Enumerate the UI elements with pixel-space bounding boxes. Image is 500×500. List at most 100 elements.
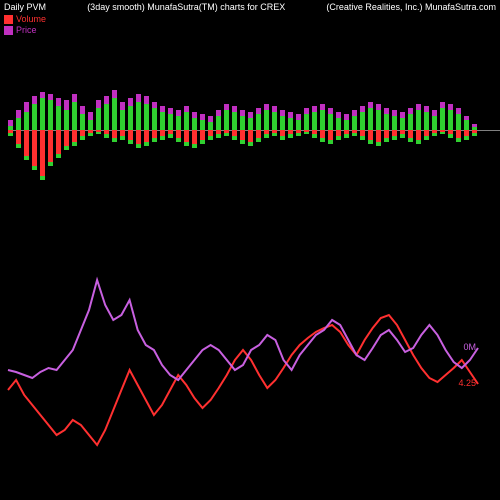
bar-down-front xyxy=(464,130,469,136)
bar-chart xyxy=(8,70,492,190)
bar-up-front xyxy=(320,110,325,130)
bar-up-front xyxy=(64,110,69,130)
bar-down-front xyxy=(192,130,197,144)
bar-down-front xyxy=(408,130,413,138)
bar-down-front xyxy=(152,130,157,138)
bar-down-front xyxy=(32,130,37,166)
bar-down-front xyxy=(168,130,173,134)
legend: Volume Price xyxy=(4,14,46,36)
bar-up-front xyxy=(416,110,421,130)
bar-down-front xyxy=(128,130,133,140)
bar-down-front xyxy=(112,130,117,138)
bar-down-front xyxy=(120,130,125,136)
bar-up-front xyxy=(376,110,381,130)
bar-up-front xyxy=(112,98,117,130)
bar-down-front xyxy=(384,130,389,138)
bar-down-front xyxy=(344,130,349,134)
bar-down-front xyxy=(440,130,445,132)
price-line xyxy=(8,280,478,380)
price-end-label: 0M xyxy=(463,342,476,352)
bar-down-front xyxy=(64,130,69,146)
bar-up-front xyxy=(304,114,309,130)
bar-down-front xyxy=(88,130,93,133)
volume-swatch xyxy=(4,15,13,24)
bar-down-front xyxy=(360,130,365,136)
bar-down-front xyxy=(328,130,333,140)
bar-up-front xyxy=(128,106,133,130)
bar-down-front xyxy=(8,130,13,133)
bar-up-front xyxy=(160,112,165,130)
bar-down-front xyxy=(240,130,245,140)
bar-down-front xyxy=(56,130,61,154)
bar-down-front xyxy=(376,130,381,142)
bar-up-front xyxy=(400,118,405,130)
bar-up-front xyxy=(72,102,77,130)
bar-down-front xyxy=(456,130,461,138)
bar-up-front xyxy=(296,120,301,130)
bar-down-front xyxy=(184,130,189,142)
bar-up-front xyxy=(88,120,93,130)
bar-down-front xyxy=(24,130,29,156)
bar-down-front xyxy=(232,130,237,136)
bar-up-front xyxy=(240,116,245,130)
bar-up-front xyxy=(248,118,253,130)
price-swatch xyxy=(4,26,13,35)
bar-up-front xyxy=(152,108,157,130)
bar-up-front xyxy=(56,106,61,130)
bar-up-front xyxy=(80,114,85,130)
bar-up-front xyxy=(40,98,45,130)
bar-up-front xyxy=(464,120,469,130)
bar-up-front xyxy=(344,120,349,130)
bar-up-front xyxy=(432,116,437,130)
bar-up-front xyxy=(392,116,397,130)
line-chart: 0M 4.25 xyxy=(8,260,478,460)
bar-up-front xyxy=(224,110,229,130)
bar-down-front xyxy=(16,130,21,144)
bar-up-front xyxy=(336,118,341,130)
bar-down-front xyxy=(160,130,165,136)
bar-down-front xyxy=(320,130,325,138)
bar-down-front xyxy=(256,130,261,138)
bar-down-front xyxy=(416,130,421,140)
bar-down-front xyxy=(200,130,205,140)
bar-up-front xyxy=(24,112,29,130)
bar-down-front xyxy=(224,130,229,133)
bar-down-front xyxy=(288,130,293,134)
bar-up-front xyxy=(264,110,269,130)
bar-down-front xyxy=(264,130,269,134)
bar-down-front xyxy=(392,130,397,136)
bar-down-front xyxy=(312,130,317,134)
bar-down-front xyxy=(368,130,373,140)
bar-down-front xyxy=(272,130,277,133)
bar-up-front xyxy=(168,114,173,130)
bar-down-front xyxy=(304,130,309,132)
price-label: Price xyxy=(16,25,37,35)
bar-up-front xyxy=(16,118,21,130)
bar-down-front xyxy=(40,130,45,176)
bar-up-front xyxy=(120,110,125,130)
bar-up-front xyxy=(424,112,429,130)
bar-up-front xyxy=(448,110,453,130)
line-svg xyxy=(8,260,478,460)
bar-up-front xyxy=(176,116,181,130)
bar-up-front xyxy=(136,102,141,130)
bar-up-front xyxy=(272,112,277,130)
bar-up-front xyxy=(288,118,293,130)
bar-up-front xyxy=(328,114,333,130)
bar-up-front xyxy=(384,114,389,130)
bar-down-front xyxy=(96,130,101,132)
bar-down-front xyxy=(136,130,141,144)
bar-up-front xyxy=(96,108,101,130)
bar-up-front xyxy=(32,104,37,130)
header-right: (Creative Realities, Inc.) MunafaSutra.c… xyxy=(326,2,496,12)
bar-up-front xyxy=(232,112,237,130)
header-left: Daily PVM xyxy=(4,2,46,12)
bar-up-front xyxy=(360,112,365,130)
bar-up-front xyxy=(456,114,461,130)
bar-down-front xyxy=(448,130,453,134)
bar-up-front xyxy=(440,108,445,130)
volume-end-label: 4.25 xyxy=(458,378,476,388)
legend-item-price: Price xyxy=(4,25,46,35)
bar-up-front xyxy=(280,116,285,130)
bar-up-front xyxy=(312,112,317,130)
